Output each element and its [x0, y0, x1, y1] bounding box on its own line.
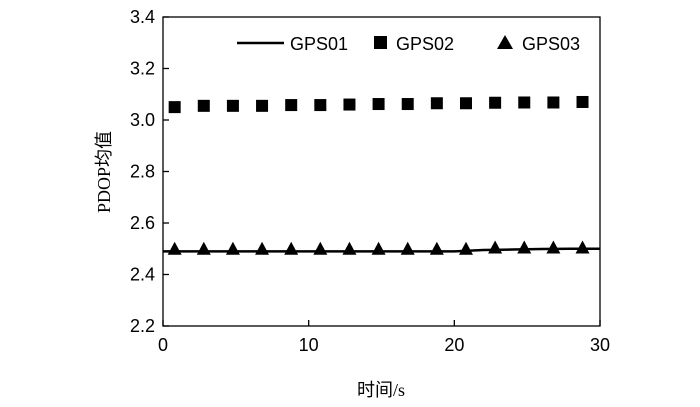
data-point-gps02 — [459, 97, 472, 110]
data-point-gps02 — [343, 98, 356, 111]
data-point-gps03 — [313, 241, 328, 255]
data-point-gps03 — [167, 241, 182, 255]
x-tick-label: 10 — [299, 335, 319, 355]
series-layer — [163, 95, 600, 255]
data-point-gps02 — [576, 95, 589, 108]
y-tick-label: 3.4 — [130, 7, 155, 27]
legend-label-gps03: GPS03 — [522, 34, 580, 54]
x-tick-label: 20 — [444, 335, 464, 355]
data-point-gps03 — [255, 241, 270, 255]
data-point-gps02 — [372, 98, 385, 111]
data-point-gps03 — [458, 241, 473, 255]
axis-ticks: 0 10 20 30 2.2 2.4 2.6 2.8 3.0 3.2 3.4 — [130, 7, 610, 355]
data-point-gps02 — [256, 99, 269, 112]
legend-swatch-gps03 — [497, 35, 513, 49]
y-tick-label: 2.6 — [130, 213, 155, 233]
data-point-gps03 — [488, 240, 503, 254]
data-point-gps02 — [314, 99, 327, 112]
data-point-gps02 — [547, 96, 560, 109]
legend-swatch-gps02 — [374, 36, 387, 49]
legend-label-gps01: GPS01 — [290, 34, 348, 54]
data-point-gps02 — [168, 101, 181, 114]
data-point-gps02 — [489, 96, 502, 109]
data-point-gps02 — [401, 98, 414, 111]
data-point-gps03 — [575, 240, 590, 254]
data-point-gps03 — [546, 240, 561, 254]
y-tick-label: 2.4 — [130, 265, 155, 285]
data-point-gps02 — [285, 99, 298, 112]
y-tick-label: 3.2 — [130, 59, 155, 79]
y-tick-label: 2.8 — [130, 162, 155, 182]
data-point-gps03 — [371, 241, 386, 255]
y-axis-label: PDOP均值 — [94, 131, 114, 213]
x-axis-label: 时间/s — [357, 380, 405, 400]
plot-frame — [162, 16, 601, 327]
data-point-gps03 — [196, 241, 211, 255]
data-point-gps03 — [517, 240, 532, 254]
data-point-gps03 — [284, 241, 299, 255]
data-point-gps03 — [225, 241, 240, 255]
data-point-gps03 — [429, 241, 444, 255]
legend-label-gps02: GPS02 — [396, 34, 454, 54]
legend: GPS01 GPS02 GPS03 — [237, 34, 580, 54]
y-tick-label: 3.0 — [130, 110, 155, 130]
data-point-gps02 — [518, 96, 531, 109]
data-point-gps03 — [342, 241, 357, 255]
data-point-gps02 — [430, 97, 443, 110]
x-tick-label: 30 — [590, 335, 610, 355]
data-point-gps02 — [197, 99, 210, 112]
y-tick-label: 2.2 — [130, 316, 155, 336]
data-point-gps03 — [400, 241, 415, 255]
data-point-gps02 — [226, 99, 239, 112]
x-tick-label: 0 — [158, 335, 168, 355]
